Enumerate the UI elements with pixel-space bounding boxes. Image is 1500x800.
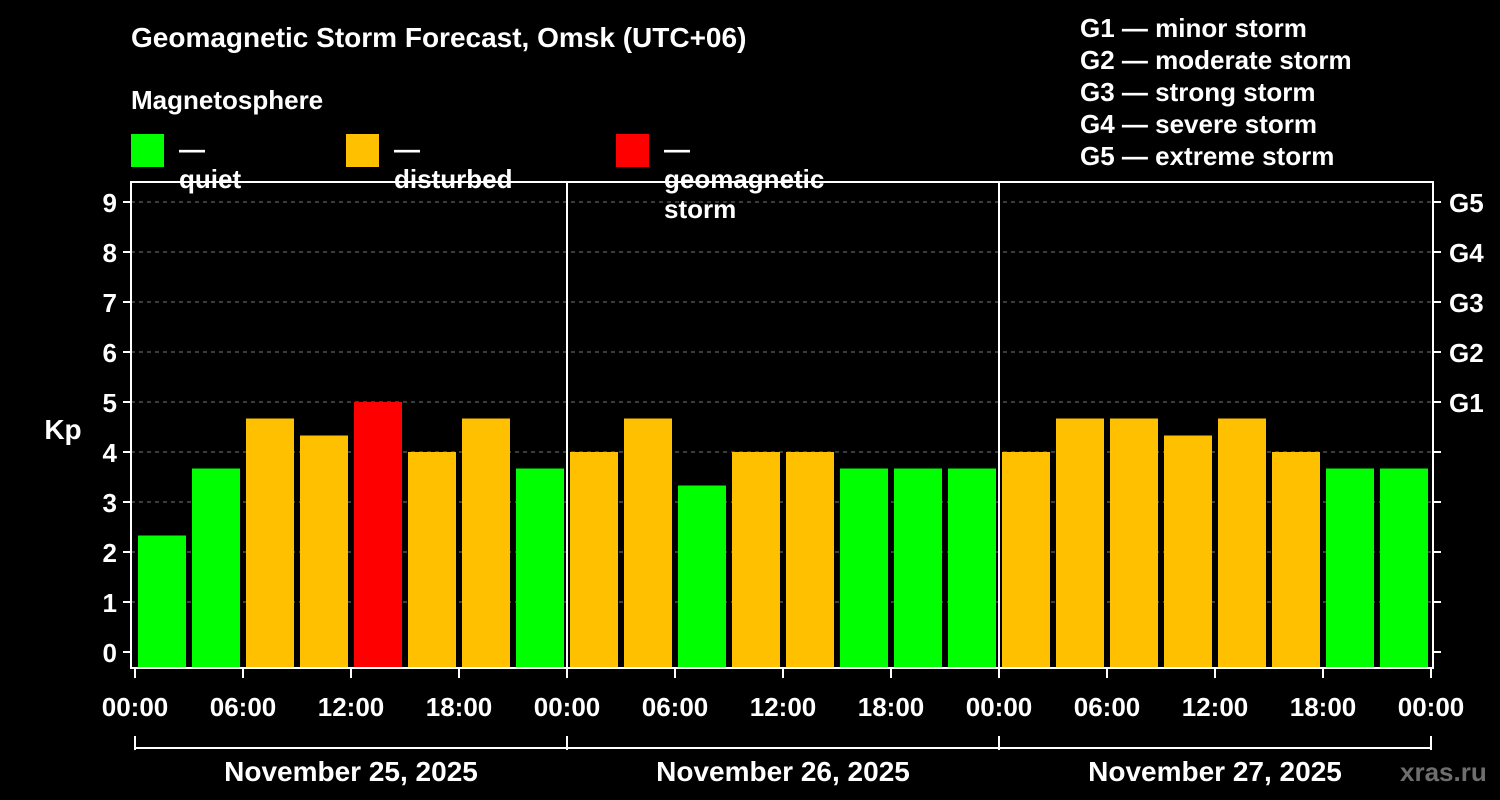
watermark: xras.ru: [1400, 757, 1487, 787]
bar-0: [138, 535, 186, 668]
grid-lines: [131, 201, 1433, 603]
bar-3: [300, 435, 348, 668]
y-tick-label-2: 2: [103, 538, 117, 568]
x-tick-label-0: 00:00: [102, 692, 169, 722]
bar-18: [1110, 418, 1158, 668]
y-tick-label-6: 6: [103, 338, 117, 368]
bar-21: [1272, 452, 1320, 668]
legend-swatch-quiet: [131, 134, 164, 167]
x-tick-label-4: 00:00: [534, 692, 601, 722]
bar-8: [570, 452, 618, 668]
storm-scale-g3: G3 — strong storm: [1080, 77, 1316, 107]
bar-6: [462, 418, 510, 668]
storm-scale-g5: G5 — extreme storm: [1080, 141, 1335, 171]
bar-1: [192, 468, 240, 668]
g-level-label-g1: G1: [1449, 388, 1484, 418]
x-tick-label-9: 06:00: [1074, 692, 1141, 722]
g-scale-axis: G1 G2 G3 G4 G5: [1433, 188, 1484, 653]
day-label-0: November 25, 2025: [224, 756, 478, 787]
bar-10: [678, 485, 726, 668]
legend-label-quiet: — quiet: [179, 134, 242, 194]
chart-title: Geomagnetic Storm Forecast, Omsk (UTC+06…: [131, 22, 747, 53]
bar-9: [624, 418, 672, 668]
x-tick-label-8: 00:00: [966, 692, 1033, 722]
y-tick-label-9: 9: [103, 188, 117, 218]
y-tick-label-3: 3: [103, 488, 117, 518]
g-level-label-g4: G4: [1449, 238, 1484, 268]
bar-13: [840, 468, 888, 668]
bar-14: [894, 468, 942, 668]
x-tick-label-7: 18:00: [858, 692, 925, 722]
legend-title: Magnetosphere: [131, 85, 324, 115]
x-tick-label-12: 00:00: [1398, 692, 1465, 722]
bar-22: [1326, 468, 1374, 668]
bar-4: [354, 402, 402, 668]
bar-5: [408, 452, 456, 668]
bars-group: [138, 402, 1428, 668]
bar-17: [1056, 418, 1104, 668]
x-tick-label-6: 12:00: [750, 692, 817, 722]
x-tick-label-10: 12:00: [1182, 692, 1249, 722]
y-tick-label-8: 8: [103, 238, 117, 268]
bar-11: [732, 452, 780, 668]
x-axis: 00:00 06:00 12:00 18:00 00:00 06:00 12:00 18:00…: [102, 668, 1465, 722]
y-tick-label-0: 0: [103, 638, 117, 668]
y-tick-label-5: 5: [103, 388, 117, 418]
g-level-label-g5: G5: [1449, 188, 1484, 218]
y-axis-label: Kp: [44, 414, 81, 445]
y-tick-label-4: 4: [103, 438, 118, 468]
legend-swatch-storm: [616, 134, 649, 167]
day-label-1: November 26, 2025: [656, 756, 910, 787]
bar-15: [948, 468, 996, 668]
x-tick-label-2: 12:00: [318, 692, 385, 722]
bar-20: [1218, 418, 1266, 668]
storm-scale-g2: G2 — moderate storm: [1080, 45, 1352, 75]
y-tick-label-7: 7: [103, 288, 117, 318]
legend-label-storm: — geomagnetic storm: [664, 134, 825, 224]
bar-2: [246, 418, 294, 668]
storm-scale-g1: G1 — minor storm: [1080, 13, 1307, 43]
x-tick-label-1: 06:00: [210, 692, 277, 722]
g-level-label-g2: G2: [1449, 338, 1484, 368]
x-tick-label-5: 06:00: [642, 692, 709, 722]
day-label-2: November 27, 2025: [1088, 756, 1342, 787]
y-axis: 0 1 2 3 4 5 6 7 8 9: [103, 188, 131, 668]
day-separators: [566, 182, 1000, 668]
bar-7: [516, 468, 564, 668]
bar-23: [1380, 468, 1428, 668]
bar-19: [1164, 435, 1212, 668]
storm-scale-g4: G4 — severe storm: [1080, 109, 1318, 139]
bar-16: [1002, 452, 1050, 668]
legend-swatch-disturbed: [346, 134, 379, 167]
bar-12: [786, 452, 834, 668]
y-tick-label-1: 1: [103, 588, 117, 618]
x-tick-label-3: 18:00: [426, 692, 493, 722]
g-level-label-g3: G3: [1449, 288, 1484, 318]
legend-label-disturbed: — disturbed: [394, 134, 513, 194]
x-tick-label-11: 18:00: [1290, 692, 1357, 722]
day-axis: November 25, 2025 November 26, 2025 Novemb…: [134, 736, 1432, 787]
